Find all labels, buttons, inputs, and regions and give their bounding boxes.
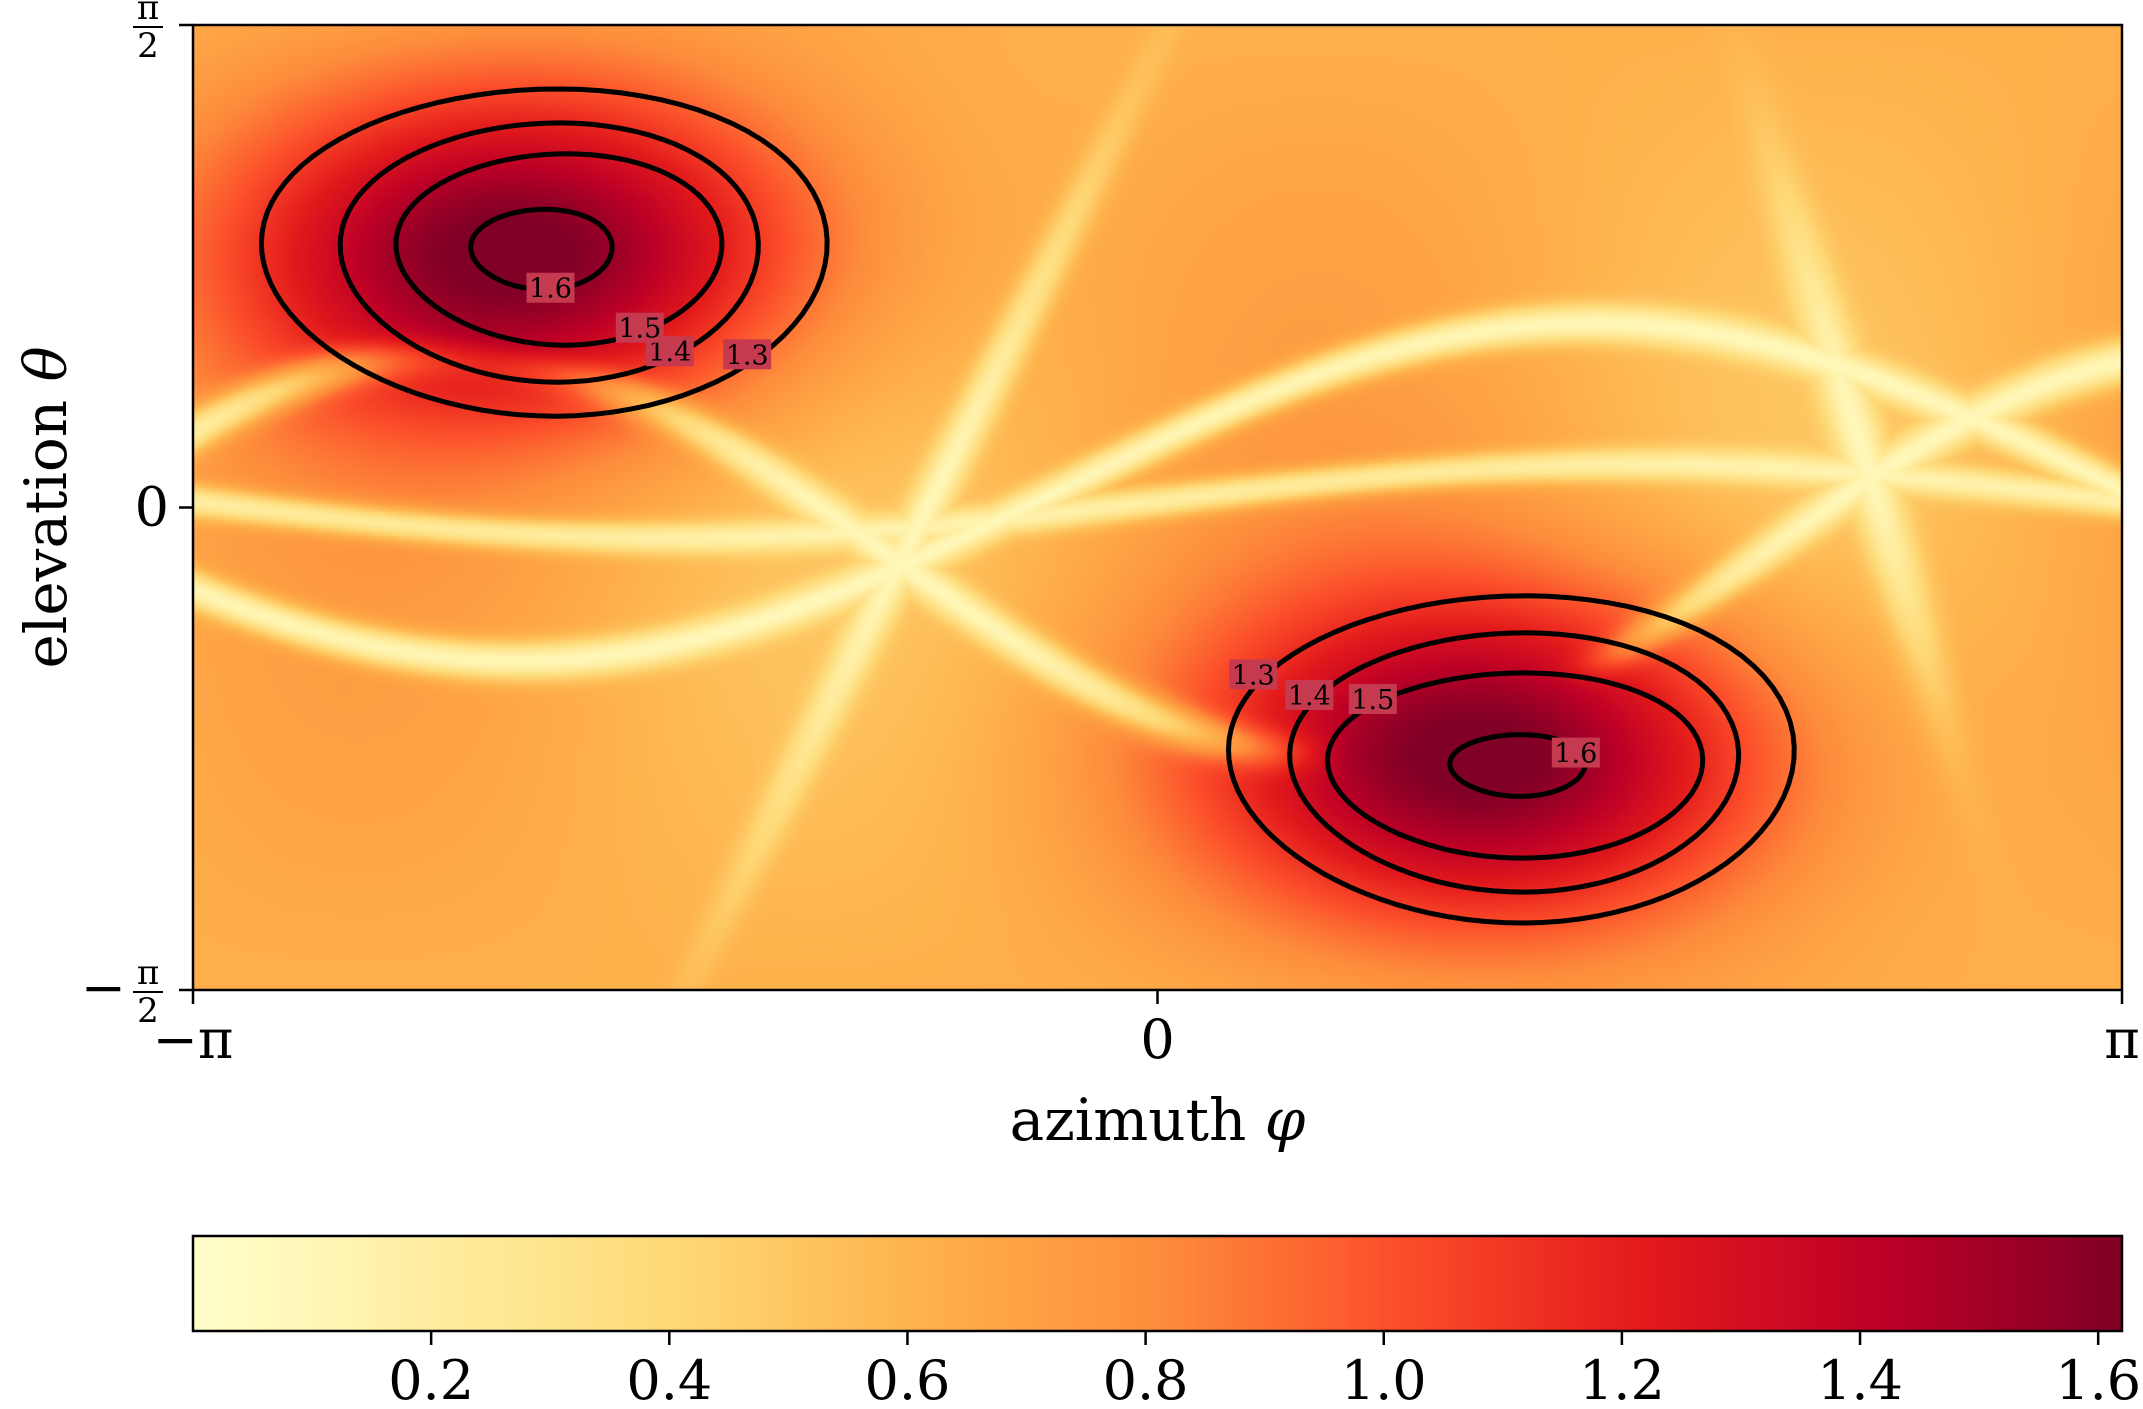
colorbar-tick-label: 1.2: [1579, 1349, 1665, 1409]
contour-label: 1.4: [1288, 681, 1331, 712]
colorbar: 0.2 0.4 0.6 0.8 1.0 1.2 1.4 1.6: [191, 1234, 2141, 1409]
contour-label: 1.6: [1554, 739, 1597, 770]
colorbar-tick-label: 0.4: [626, 1349, 712, 1409]
colorbar-tick-label: 0.2: [388, 1349, 474, 1409]
contour-label-bg: [526, 272, 575, 303]
y-tick-sign: −: [81, 956, 126, 1019]
contour-line-1-6: [1447, 732, 1588, 799]
y-tick-numerator: π: [137, 0, 159, 28]
y-tick-numerator: π: [137, 953, 159, 993]
y-tick-label: π2: [133, 0, 163, 66]
colorbar-ticks: 0.2 0.4 0.6 0.8 1.0 1.2 1.4 1.6: [388, 1331, 2141, 1409]
contour-line-1-3: [258, 86, 830, 419]
contour-label-bg: [615, 312, 664, 343]
colorbar-tick-label: 1.4: [1817, 1349, 1903, 1409]
x-tick-label: π: [2104, 1008, 2140, 1071]
contour-label: 1.5: [618, 314, 661, 345]
contour-label: 1.3: [726, 340, 769, 371]
contour-line-1-4: [337, 120, 761, 385]
y-tick-denominator: 2: [137, 26, 159, 66]
y-axis-label: elevation θ: [12, 346, 80, 668]
x-axis-label: azimuth φ: [1010, 1086, 1306, 1154]
contour-line-1-5: [1325, 670, 1706, 861]
contour-label-bg: [1229, 659, 1278, 690]
contour-label: 1.5: [1351, 685, 1394, 716]
y-tick-label: 0: [135, 476, 169, 539]
colorbar-tick-label: 0.6: [864, 1349, 950, 1409]
contour-line-1-3: [1225, 593, 1797, 926]
contour-label-bg: [1551, 737, 1600, 768]
contour-line-1-4: [1287, 630, 1742, 895]
colorbar-gradient: [191, 1234, 2124, 1333]
colorbar-tick-label: 1.6: [2055, 1349, 2141, 1409]
x-tick-label: 0: [1140, 1008, 1174, 1071]
x-tick-label: −π: [153, 1008, 234, 1071]
contour-label: 1.3: [1232, 660, 1275, 691]
contour-label: 1.6: [529, 274, 572, 305]
x-axis-ticks: −π 0 π: [153, 990, 2140, 1071]
y-tick-label: π2−: [81, 953, 163, 1031]
colorbar-tick-label: 0.8: [1103, 1349, 1189, 1409]
contour-label-bg: [723, 339, 772, 370]
contour-label-bg: [1285, 679, 1334, 710]
colorbar-tick-label: 1.0: [1341, 1349, 1427, 1409]
contour-label-bg: [1348, 683, 1397, 714]
contour-lines: 1.31.41.51.61.31.4 1.51.6: [258, 86, 1797, 926]
y-tick-denominator: 2: [137, 991, 159, 1031]
heatmap-image: [193, 25, 2122, 990]
